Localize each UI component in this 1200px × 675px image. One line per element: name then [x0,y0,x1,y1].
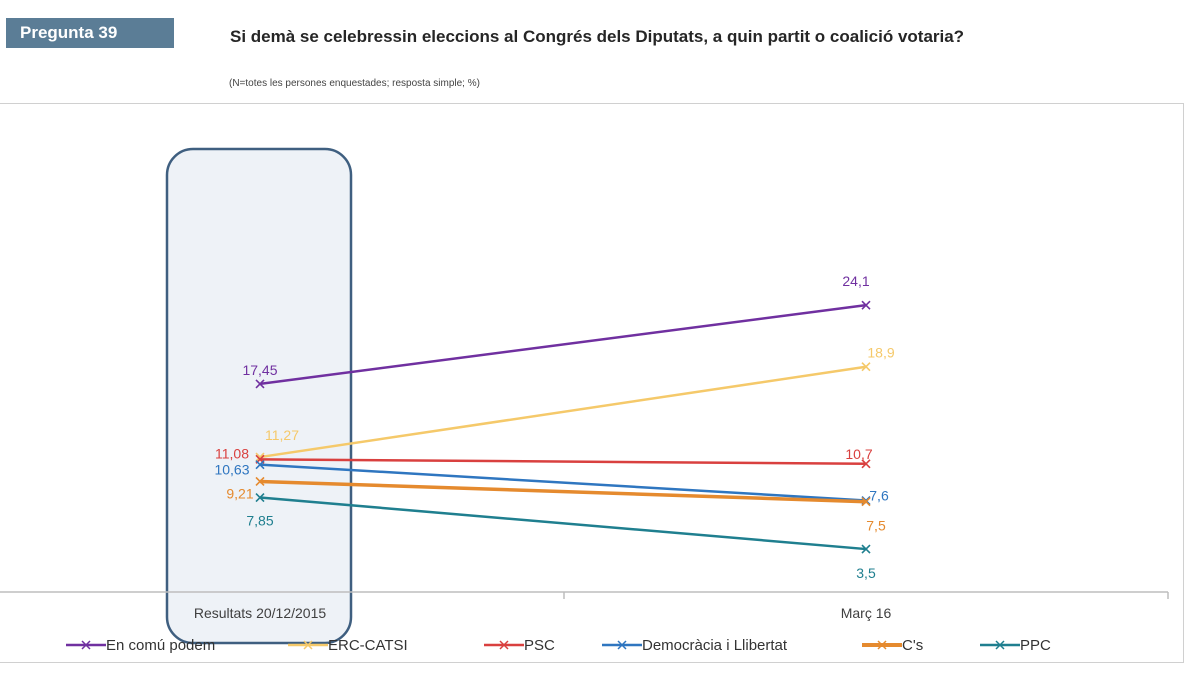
series-en-com-podem: 17,45 24,1 [242,273,871,389]
chart-frame [0,103,1184,663]
legend-swatch-icon [484,639,524,651]
legend-swatch-icon [602,639,642,651]
series-psc: 11,08 10,7 [215,445,873,469]
legend-swatch-icon [288,639,328,651]
highlight-box [165,147,353,645]
legend-swatch-icon [862,639,902,651]
data-point-marker-icon [861,544,871,554]
legend-label: PSC [524,636,555,654]
legend-label: C's [902,636,924,654]
data-point-marker-icon [255,460,265,470]
data-point-marker-icon [255,476,265,487]
question-number-badge: Pregunta 39 [6,18,174,48]
series-democr-cia-i-llibertat: 10,63 7,6 [214,460,889,506]
data-label: 7,5 [866,518,886,534]
data-label: 11,27 [265,427,299,443]
legend-label: En comú podem [106,636,216,654]
legend-label: ERC-CATSI [328,636,408,654]
series-line [259,463,867,502]
data-label: 18,9 [867,345,894,361]
legend-item: Democràcia i Llibertat [602,634,787,656]
legend-item: PPC [980,634,1051,656]
data-label: 10,7 [845,446,872,462]
data-label: 7,85 [246,513,273,529]
series-line [259,496,867,551]
data-point-marker-icon [861,300,871,310]
data-label: 9,21 [226,485,253,501]
series-line [259,365,867,459]
legend: En comú podem ERC-CATSI PSC Democràcia i Ll… [0,634,1200,656]
data-point-marker-icon [861,362,871,372]
data-point-marker-icon [255,492,265,503]
chart-title: Si demà se celebressin eleccions al Cong… [230,27,965,46]
data-label: 3,5 [856,565,876,581]
chart-subtitle: (N=totes les persones enquestades; respo… [229,78,480,89]
x-tick-label: Març 16 [841,605,892,621]
data-label: 24,1 [842,273,869,289]
data-label: 7,6 [869,488,889,504]
legend-item: En comú podem [66,634,215,656]
data-point-marker-icon [255,379,265,389]
series-line [259,479,867,504]
series-erc-catsi: 11,27 18,9 [255,345,895,462]
legend-item: ERC-CATSI [288,634,408,656]
legend-swatch-icon [980,639,1020,651]
legend-item: PSC [484,634,555,656]
data-point-marker-icon [861,497,871,507]
x-tick-label: Resultats 20/12/2015 [194,605,327,621]
series-line [259,458,867,466]
legend-item: C's [862,634,923,656]
series-c-s: 9,21 7,5 [226,476,886,534]
legend-label: Democràcia i Llibertat [642,636,788,654]
legend-label: PPC [1020,636,1051,654]
series-ppc: 7,85 3,5 [246,492,876,581]
data-label: 10,63 [214,462,249,478]
data-label: 17,45 [242,362,277,378]
data-point-marker-icon [861,459,871,469]
series-line [259,303,867,386]
legend-swatch-icon [66,639,106,651]
data-label: 11,08 [215,445,249,461]
